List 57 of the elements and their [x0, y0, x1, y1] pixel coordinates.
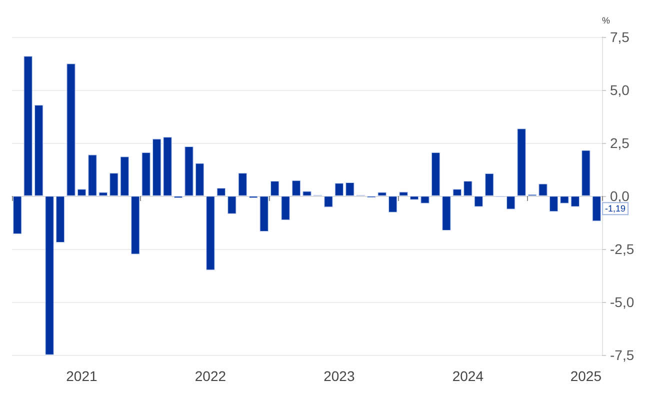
bar [98, 192, 108, 196]
bar [334, 183, 344, 196]
bar [570, 196, 580, 207]
bar [130, 196, 140, 254]
bar [163, 136, 172, 196]
bar [464, 180, 472, 196]
bar [184, 146, 194, 196]
bar [410, 196, 419, 200]
bar [238, 172, 248, 196]
x-tick-label: 2022 [194, 368, 226, 384]
bar [388, 196, 398, 213]
bar [45, 196, 54, 355]
bar [431, 152, 440, 196]
y-tick-label: 2,5 [610, 135, 630, 151]
y-tick-label: 5,0 [610, 82, 630, 98]
bar [270, 180, 280, 196]
bar [24, 56, 32, 196]
bar [152, 138, 162, 196]
bar [399, 192, 408, 196]
bar [216, 188, 226, 196]
x-tick-label: 2025 [570, 368, 602, 384]
bar [12, 196, 22, 234]
bar [420, 196, 430, 204]
bar [281, 196, 290, 220]
bar [142, 152, 150, 196]
y-tick-label: 7,5 [610, 29, 630, 45]
bar [292, 180, 301, 196]
bar [517, 128, 526, 196]
bar [549, 196, 558, 212]
x-tick-label: 2021 [66, 368, 98, 384]
bar [484, 173, 494, 196]
y-axis-title: % [602, 16, 610, 26]
bar [560, 196, 569, 204]
bar [442, 196, 451, 231]
x-tick-label: 2023 [324, 368, 355, 384]
bar [195, 163, 204, 196]
bar [66, 64, 76, 196]
bar [34, 104, 44, 196]
bar [452, 189, 462, 196]
bar [228, 196, 236, 214]
bar [506, 196, 516, 210]
y-tick-label: 0,0 [610, 188, 630, 204]
bar [77, 189, 86, 196]
bar [324, 196, 333, 208]
bar [474, 196, 484, 207]
bar [206, 196, 215, 270]
bar [378, 192, 386, 196]
y-tick-label: -5,0 [610, 294, 634, 310]
bar [88, 154, 97, 196]
bar [582, 150, 590, 196]
bar [302, 191, 312, 196]
y-tick-label: -2,5 [610, 241, 634, 257]
bar [56, 196, 65, 243]
y-tick-label: -7,5 [610, 347, 634, 363]
x-tick-label: 2024 [452, 368, 484, 384]
data-label: -1,19 [605, 204, 626, 214]
bar [538, 184, 548, 196]
